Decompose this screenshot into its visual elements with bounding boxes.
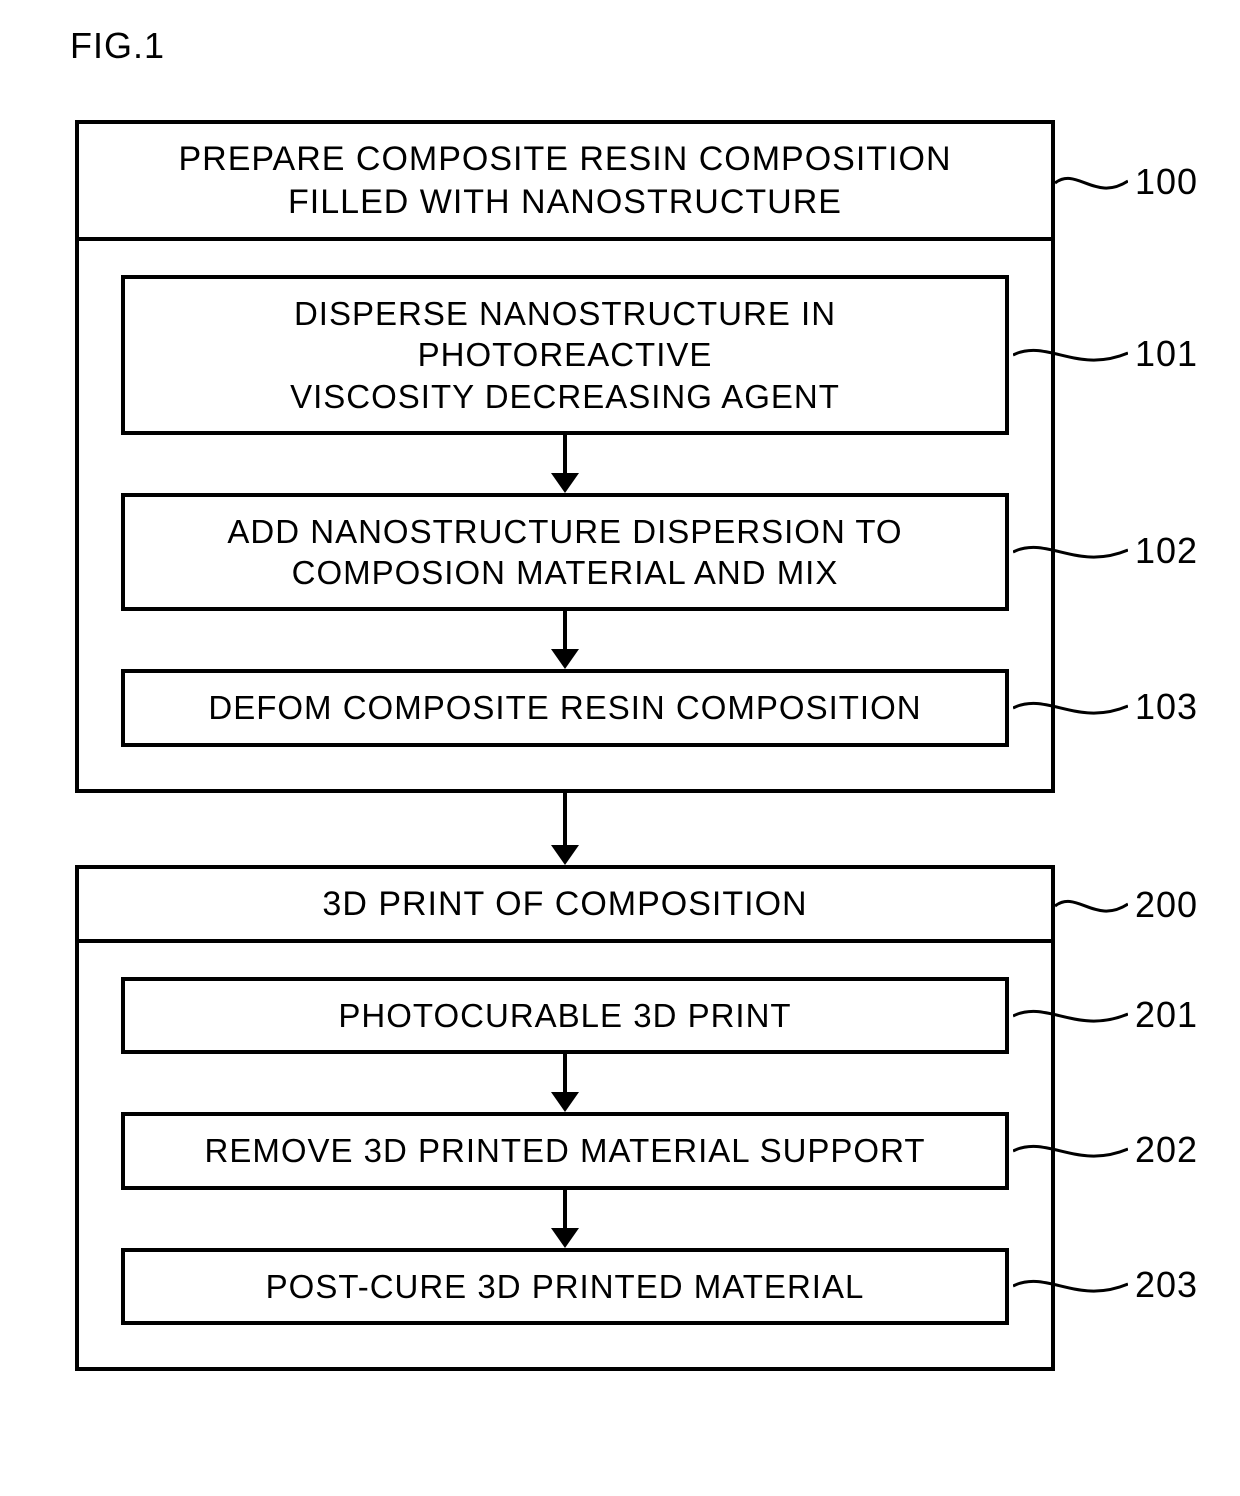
arrow-down	[121, 1190, 1009, 1248]
leader-curve	[1013, 694, 1128, 722]
arrow-down	[121, 611, 1009, 669]
leader-curve	[1055, 892, 1128, 920]
block-header-prepare: PREPARE COMPOSITE RESIN COMPOSITION FILLE…	[79, 124, 1051, 241]
step-defoam: DEFOM COMPOSITE RESIN COMPOSITION	[121, 669, 1009, 746]
step-line: COMPOSION MATERIAL AND MIX	[292, 554, 839, 591]
leader-curve	[1013, 341, 1128, 369]
ref-label-202: 202	[1135, 1129, 1198, 1171]
ref-label-101: 101	[1135, 333, 1198, 375]
step-line: ADD NANOSTRUCTURE DISPERSION TO	[227, 513, 902, 550]
ref-label-102: 102	[1135, 530, 1198, 572]
ref-label-201: 201	[1135, 994, 1198, 1036]
leader-curve	[1013, 1137, 1128, 1165]
step-line: REMOVE 3D PRINTED MATERIAL SUPPORT	[204, 1132, 925, 1169]
step-line: POST-CURE 3D PRINTED MATERIAL	[266, 1268, 865, 1305]
step-line: VISCOSITY DECREASING AGENT	[290, 378, 840, 415]
block-prepare: PREPARE COMPOSITE RESIN COMPOSITION FILLE…	[75, 120, 1055, 793]
arrow-down	[75, 793, 1055, 865]
arrow-down	[121, 1054, 1009, 1112]
leader-curve	[1013, 1002, 1128, 1030]
step-remove-support: REMOVE 3D PRINTED MATERIAL SUPPORT	[121, 1112, 1009, 1189]
block-header-print: 3D PRINT OF COMPOSITION	[79, 869, 1051, 944]
step-line: PHOTOCURABLE 3D PRINT	[338, 997, 791, 1034]
block-header-line: FILLED WITH NANOSTRUCTURE	[288, 183, 842, 221]
flowchart: PREPARE COMPOSITE RESIN COMPOSITION FILLE…	[75, 120, 1055, 1371]
ref-label-200: 200	[1135, 884, 1198, 926]
block-header-line: 3D PRINT OF COMPOSITION	[322, 885, 807, 923]
leader-curve	[1055, 169, 1128, 197]
step-disperse: DISPERSE NANOSTRUCTURE IN PHOTOREACTIVE V…	[121, 275, 1009, 435]
ref-label-100: 100	[1135, 161, 1198, 203]
block-body: PHOTOCURABLE 3D PRINT REMOVE 3D PRINTED M…	[79, 943, 1051, 1367]
figure-label: FIG.1	[70, 25, 165, 67]
block-header-line: PREPARE COMPOSITE RESIN COMPOSITION	[178, 140, 951, 178]
ref-label-103: 103	[1135, 686, 1198, 728]
step-post-cure: POST-CURE 3D PRINTED MATERIAL	[121, 1248, 1009, 1325]
arrow-down	[121, 435, 1009, 493]
leader-curve	[1013, 1272, 1128, 1300]
leader-curve	[1013, 538, 1128, 566]
block-body: DISPERSE NANOSTRUCTURE IN PHOTOREACTIVE V…	[79, 241, 1051, 789]
block-print: 3D PRINT OF COMPOSITION PHOTOCURABLE 3D P…	[75, 865, 1055, 1371]
step-add-mix: ADD NANOSTRUCTURE DISPERSION TO COMPOSION…	[121, 493, 1009, 612]
step-line: DEFOM COMPOSITE RESIN COMPOSITION	[208, 689, 921, 726]
step-photocure: PHOTOCURABLE 3D PRINT	[121, 977, 1009, 1054]
step-line: DISPERSE NANOSTRUCTURE IN PHOTOREACTIVE	[294, 295, 836, 373]
ref-label-203: 203	[1135, 1264, 1198, 1306]
